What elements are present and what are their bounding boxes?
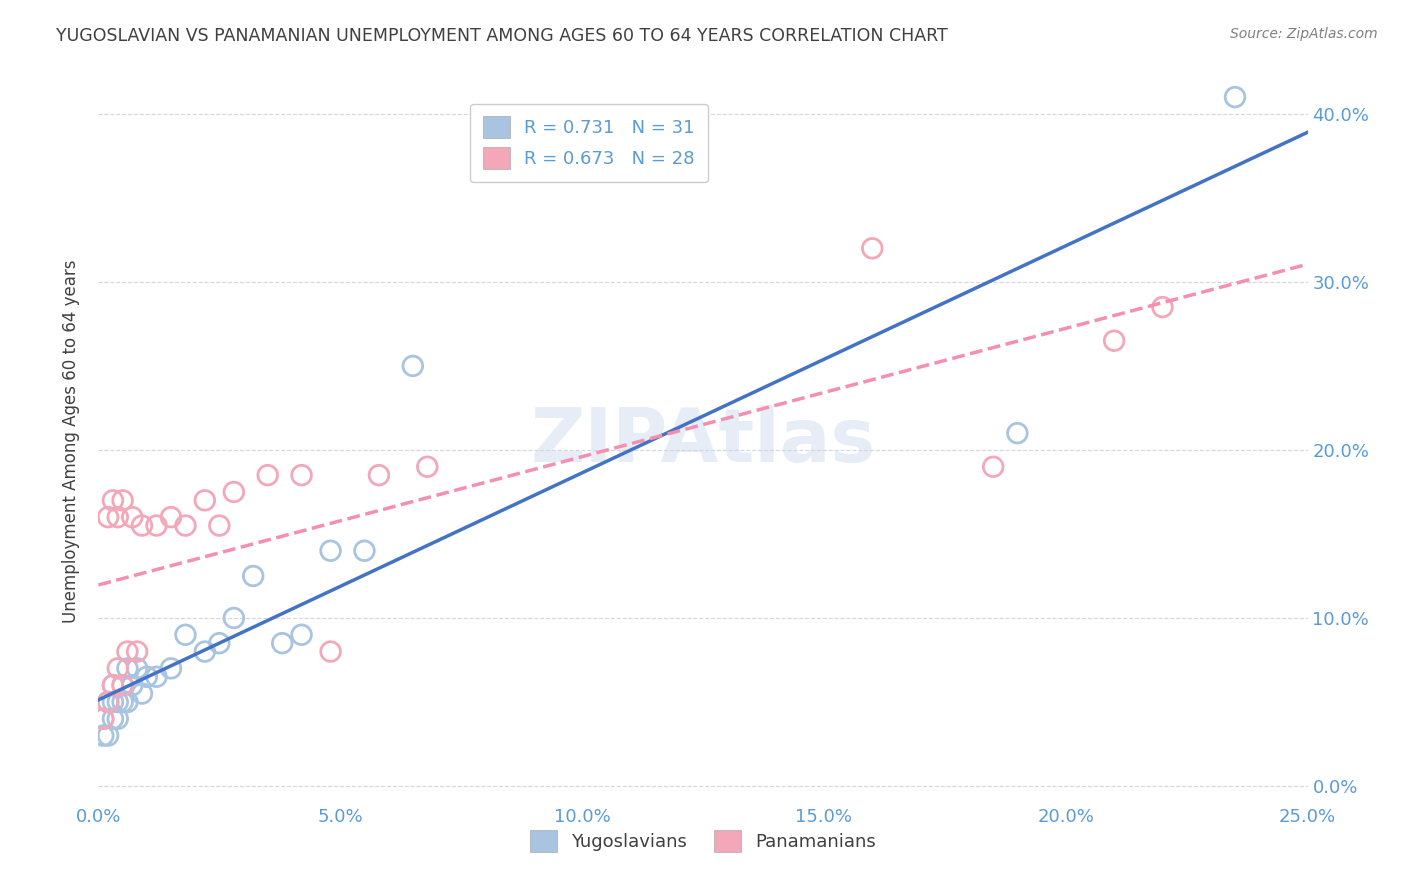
Point	[319, 644, 342, 658]
Point	[402, 359, 425, 373]
Point	[101, 493, 124, 508]
Point	[290, 468, 312, 483]
Point	[174, 518, 197, 533]
Legend: Yugoslavians, Panamanians: Yugoslavians, Panamanians	[523, 822, 883, 859]
Point	[131, 687, 153, 701]
Point	[194, 493, 217, 508]
Point	[271, 636, 294, 650]
Text: Source: ZipAtlas.com: Source: ZipAtlas.com	[1230, 27, 1378, 41]
Point	[101, 678, 124, 692]
Point	[416, 459, 439, 474]
Point	[117, 695, 139, 709]
Point	[135, 670, 157, 684]
Point	[111, 493, 134, 508]
Point	[121, 510, 143, 524]
Point	[117, 661, 139, 675]
Point	[1223, 90, 1246, 104]
Point	[101, 695, 124, 709]
Point	[242, 569, 264, 583]
Point	[981, 459, 1004, 474]
Point	[353, 543, 375, 558]
Point	[208, 636, 231, 650]
Text: YUGOSLAVIAN VS PANAMANIAN UNEMPLOYMENT AMONG AGES 60 TO 64 YEARS CORRELATION CHA: YUGOSLAVIAN VS PANAMANIAN UNEMPLOYMENT A…	[56, 27, 948, 45]
Point	[101, 712, 124, 726]
Point	[101, 678, 124, 692]
Point	[256, 468, 278, 483]
Point	[222, 485, 245, 500]
Point	[127, 644, 149, 658]
Point	[1152, 300, 1174, 314]
Y-axis label: Unemployment Among Ages 60 to 64 years: Unemployment Among Ages 60 to 64 years	[62, 260, 80, 624]
Point	[107, 510, 129, 524]
Point	[111, 678, 134, 692]
Point	[1102, 334, 1125, 348]
Text: ZIPAtlas: ZIPAtlas	[530, 405, 876, 478]
Point	[91, 712, 114, 726]
Point	[97, 729, 120, 743]
Point	[97, 695, 120, 709]
Point	[160, 510, 183, 524]
Point	[111, 695, 134, 709]
Point	[131, 518, 153, 533]
Point	[290, 628, 312, 642]
Point	[91, 712, 114, 726]
Point	[91, 729, 114, 743]
Point	[160, 661, 183, 675]
Point	[107, 695, 129, 709]
Point	[368, 468, 391, 483]
Point	[111, 678, 134, 692]
Point	[174, 628, 197, 642]
Point	[208, 518, 231, 533]
Point	[97, 695, 120, 709]
Point	[145, 518, 167, 533]
Point	[127, 661, 149, 675]
Point	[107, 712, 129, 726]
Point	[117, 644, 139, 658]
Point	[1007, 426, 1029, 441]
Point	[319, 543, 342, 558]
Point	[97, 510, 120, 524]
Point	[107, 661, 129, 675]
Point	[860, 241, 883, 255]
Point	[194, 644, 217, 658]
Point	[121, 678, 143, 692]
Point	[145, 670, 167, 684]
Point	[222, 611, 245, 625]
